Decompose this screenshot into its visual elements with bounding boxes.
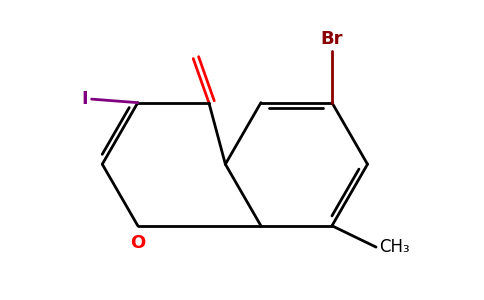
Text: CH₃: CH₃ (379, 238, 410, 256)
Text: O: O (130, 234, 145, 252)
Text: Br: Br (321, 30, 343, 48)
Text: I: I (81, 90, 88, 108)
